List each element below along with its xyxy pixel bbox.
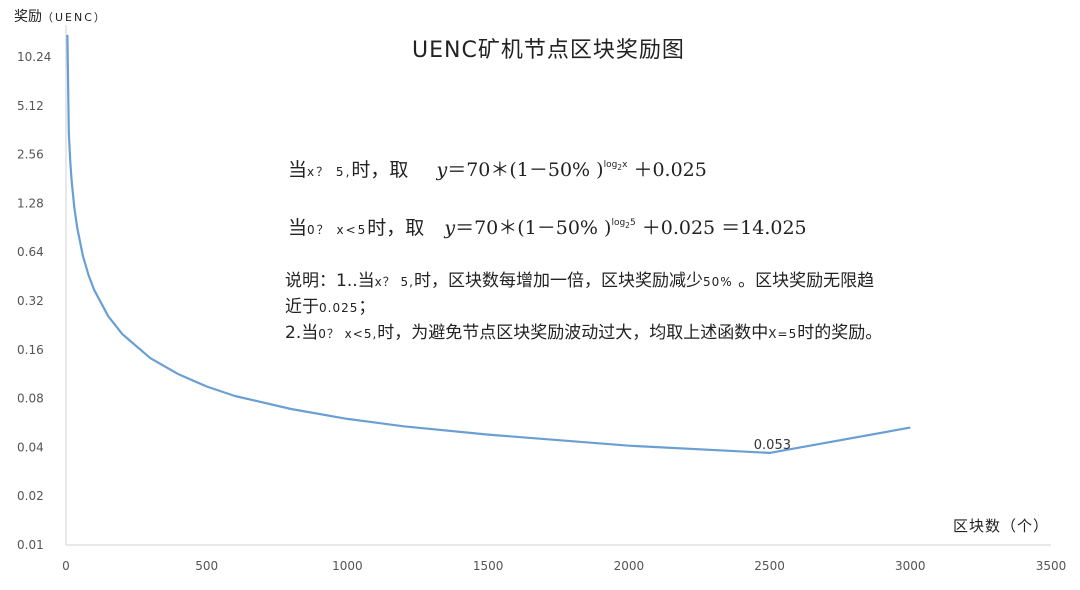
formula-2: 当0？ x<5时，取 y＝70＊(1－50% )log25 ＋0.025 ＝14… (288, 217, 807, 239)
chart-ticks: 0 500 1000 1500 2000 2500 3000 3500 10.24 5.12 2.5… (17, 50, 1066, 573)
y-tick-label: 5.12 (17, 99, 44, 113)
x-axis-label: 区块数（个） (953, 517, 1050, 535)
x-tick-label: 2000 (614, 559, 645, 573)
y-tick-label: 0.32 (17, 294, 44, 308)
y-axis-label: 奖励（UENC） (14, 9, 107, 25)
chart-annotations: 0.053 (754, 438, 791, 453)
y-tick-label: 0.04 (17, 440, 44, 454)
y-tick-label: 0.01 (17, 538, 44, 552)
y-tick-label: 0.16 (17, 343, 44, 357)
chart-title: UENC矿机节点区块奖励图 (412, 38, 685, 63)
y-tick-label: 0.02 (17, 489, 44, 503)
note-line-1: 说明：1..当x？ 5,时，区块数每增加一倍，区块奖励减少50% 。区块奖励无限… (285, 271, 875, 291)
y-tick-label: 1.28 (17, 196, 44, 210)
y-tick-label: 0.08 (17, 392, 44, 406)
y-tick-label: 0.64 (17, 245, 44, 259)
x-tick-label: 3000 (895, 559, 926, 573)
end-value-label: 0.053 (754, 438, 791, 453)
formula-1: 当x？ 5,时，取 y＝70＊(1－50% )log2x ＋0.025 (288, 159, 707, 181)
note-line-2: 近于0.025； (285, 297, 376, 317)
note-line-3: 2.当0？ x<5,时，为避免节点区块奖励波动过大，均取上述函数中X=5时的奖励… (285, 323, 883, 343)
chart-series (66, 34, 911, 454)
series-line (66, 34, 911, 454)
y-tick-label: 2.56 (17, 148, 44, 162)
x-tick-label: 500 (195, 559, 218, 573)
y-tick-label: 10.24 (17, 50, 51, 64)
x-tick-label: 1000 (332, 559, 363, 573)
chart-axes (65, 25, 1051, 546)
x-tick-label: 3500 (1036, 559, 1067, 573)
x-tick-label: 2500 (754, 559, 785, 573)
x-tick-label: 1500 (473, 559, 504, 573)
x-tick-label: 0 (62, 559, 70, 573)
